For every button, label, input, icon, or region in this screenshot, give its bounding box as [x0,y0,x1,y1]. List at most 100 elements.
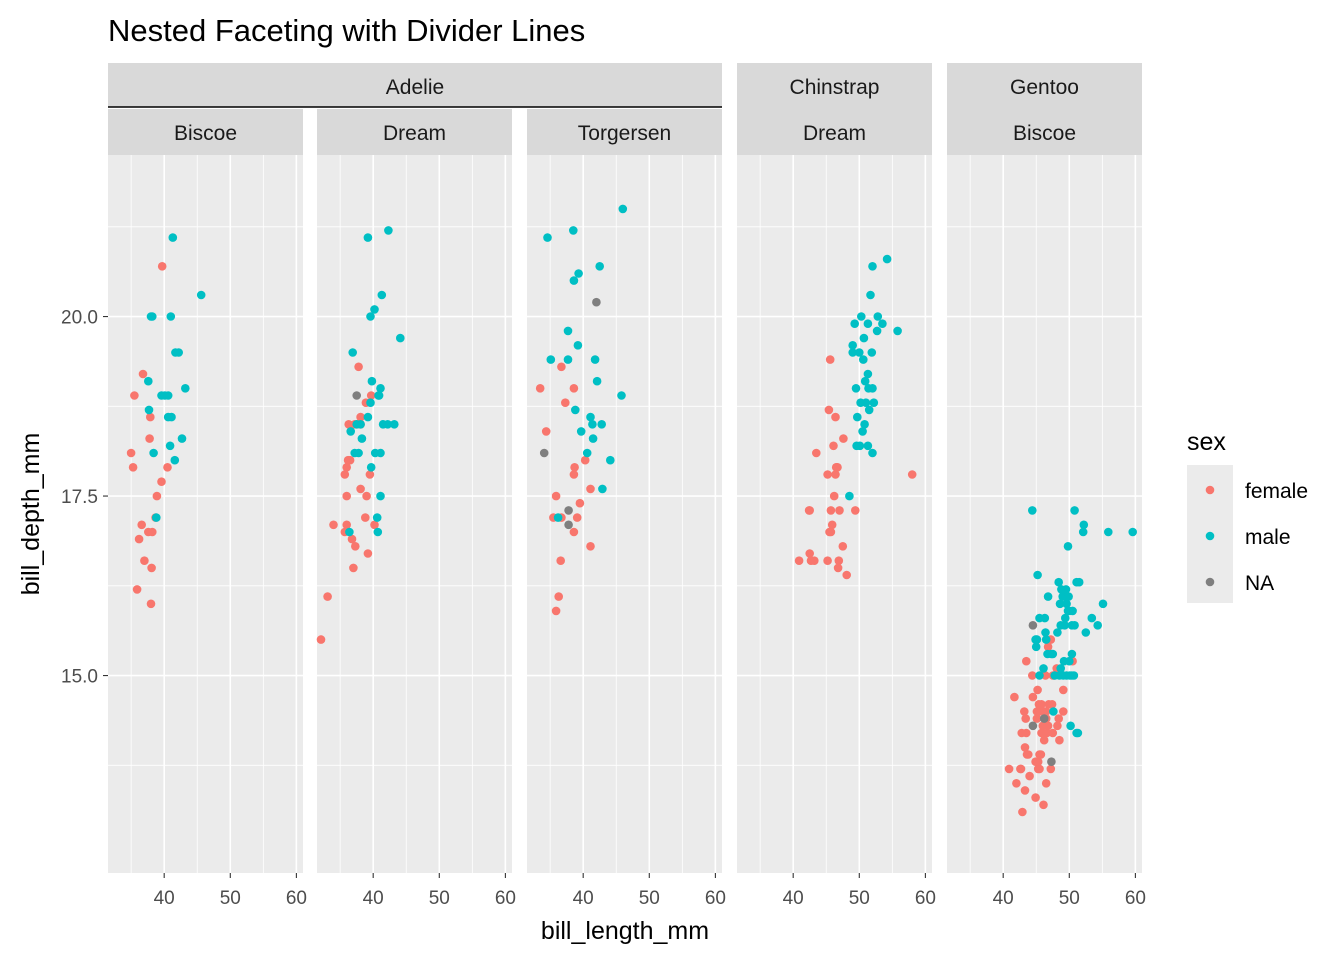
data-point-male [366,398,375,408]
data-point-male [553,513,563,522]
data-point-female [833,563,843,573]
data-point-male [152,513,161,522]
data-point-male [1064,592,1073,601]
data-point-female [535,384,545,393]
outer-strip-background [947,63,1142,107]
data-point-male [1078,527,1088,537]
data-point-male [863,369,873,379]
y-tick-label: 17.5 [61,487,98,508]
data-point-male [867,348,877,357]
outer-strip-label: Adelie [386,76,444,99]
data-point-female [834,556,844,565]
data-point-female [829,491,839,501]
data-point-female [570,463,579,472]
data-point-male [855,348,864,357]
data-point-female [805,549,814,558]
x-tick-label: 60 [495,888,516,909]
outer-strip-adelie: Adelie [108,63,722,108]
data-point-female [1033,757,1043,766]
data-point-male [598,484,607,494]
data-point-female [1039,800,1048,810]
data-point-female [1004,764,1014,774]
data-point-male [1066,721,1075,731]
data-point-male [868,262,877,271]
data-point-male [1087,613,1097,623]
points-layer [794,254,917,580]
data-point-male [1061,585,1071,594]
data-point-male [868,384,877,393]
data-point-female [132,585,142,594]
legend-key-female [1205,485,1215,495]
data-point-male [1061,613,1070,623]
data-point-male [863,319,873,329]
data-point-female [342,491,352,501]
data-point-female [907,470,917,479]
data-point-female [831,470,840,479]
data-point-female [347,534,357,544]
data-point-female [366,391,376,400]
data-point-female [130,391,139,400]
data-point-male [376,448,385,458]
data-point-na [564,506,573,515]
data-point-female [145,434,154,443]
x-tick-label: 50 [639,888,660,909]
data-point-male [376,384,385,393]
inner-strip-background [317,109,512,155]
points-layer [316,226,405,644]
data-point-female [831,412,840,422]
data-point-male [1040,613,1050,623]
data-point-male [1055,599,1065,609]
data-point-female [146,599,156,609]
data-point-female [1035,764,1044,774]
y-axis-title: bill_depth_mm [17,433,45,596]
x-tick-label: 40 [363,888,384,909]
data-point-male [588,420,597,429]
data-point-female [345,455,355,465]
data-point-male [163,391,173,400]
data-point-male [1067,649,1077,659]
data-point-female [1059,707,1068,716]
data-point-female [1042,728,1052,738]
data-point-female [1041,779,1051,788]
data-point-female [1020,786,1030,795]
data-point-male [848,341,857,350]
data-point-male [597,420,606,429]
data-point-male [354,448,363,458]
data-point-female [1024,750,1033,759]
data-point-male [590,355,600,364]
x-tick-label: 40 [783,888,804,909]
data-point-female [551,491,561,501]
data-point-female [362,491,371,501]
data-point-female [824,405,834,415]
data-point-female [833,463,842,472]
data-point-male [850,319,859,329]
data-point-male [1039,664,1048,673]
data-point-male [166,312,176,321]
data-point-male [582,448,592,458]
data-point-male [1098,599,1108,609]
legend-title: sex [1187,428,1226,456]
facet-panels: Adelie Chinstrap Gentoo Biscoe 40 50 60 Dream 40… [61,63,1146,909]
data-point-na [1039,714,1049,723]
panel-adelie-dream: Dream 40 50 60 [316,109,516,909]
data-point-male [1060,621,1069,630]
x-tick-label: 50 [1059,888,1080,909]
data-point-male [1093,621,1102,630]
data-point-male [1068,606,1077,616]
data-point-female [351,542,360,551]
outer-strip-label: Gentoo [1010,76,1079,99]
data-point-male [853,412,862,422]
x-tick-label: 50 [429,888,450,909]
data-point-male [165,441,175,451]
data-point-male [576,427,586,436]
data-point-female [344,420,354,429]
data-point-female [370,520,379,530]
panel-background [737,155,932,873]
legend: sex female male NA [1187,428,1308,603]
data-point-female [556,556,565,565]
data-point-male [373,527,383,537]
data-point-female [551,606,561,616]
data-point-female [128,463,138,472]
data-point-female [1048,728,1058,738]
